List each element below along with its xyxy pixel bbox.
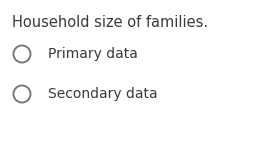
Text: Household size of families.: Household size of families. (12, 15, 208, 30)
Text: Secondary data: Secondary data (48, 87, 158, 101)
Text: Primary data: Primary data (48, 47, 138, 61)
